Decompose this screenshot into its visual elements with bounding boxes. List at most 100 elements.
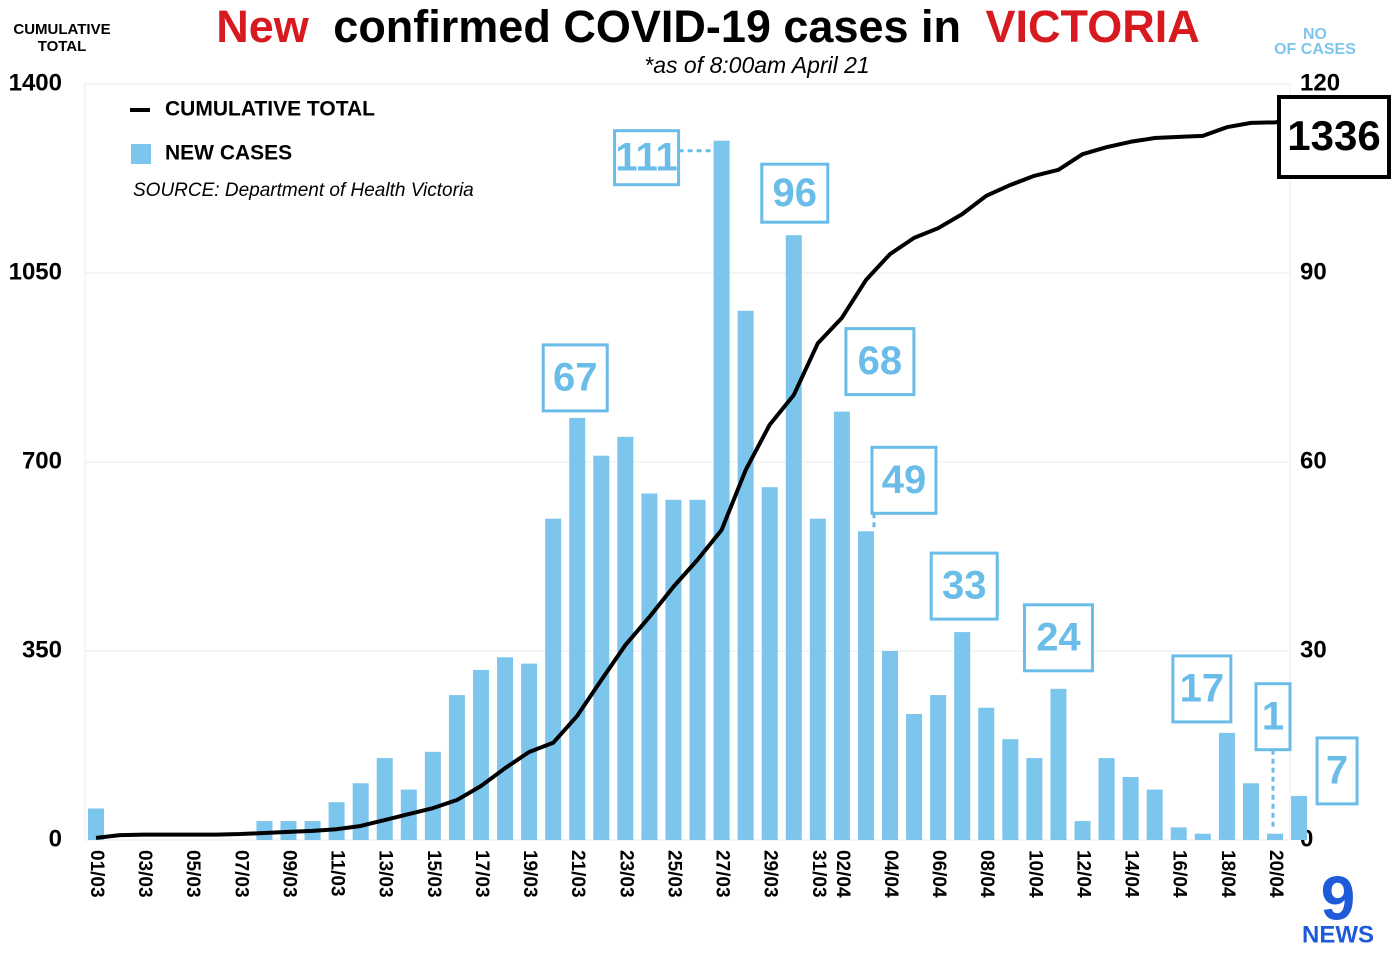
y2-tick-label: 30 xyxy=(1300,636,1327,663)
y-axis-title: TOTAL xyxy=(38,38,87,55)
bar xyxy=(713,140,730,840)
data-label-box xyxy=(929,551,999,621)
x-tick-label: 11/03 xyxy=(327,850,348,897)
bar xyxy=(256,821,273,840)
x-tick-label: 06/04 xyxy=(928,850,949,898)
bar xyxy=(1026,758,1043,840)
bar xyxy=(906,714,923,840)
bar xyxy=(930,695,947,840)
title-part: New xyxy=(216,1,310,52)
y2-axis-title: OF CASES xyxy=(1274,41,1356,58)
x-tick-label: 05/03 xyxy=(182,850,203,898)
bar xyxy=(1074,821,1091,840)
x-tick-label: 20/04 xyxy=(1265,850,1286,898)
data-label-box xyxy=(1315,736,1359,806)
subtitle: *as of 8:00am April 21 xyxy=(644,52,869,78)
x-tick-label: 10/04 xyxy=(1024,850,1045,898)
y-tick-label: 1050 xyxy=(9,258,62,285)
title-part: confirmed COVID-19 cases in xyxy=(333,1,961,52)
bar xyxy=(617,436,634,840)
data-label: 96 xyxy=(773,171,818,215)
bar xyxy=(689,499,706,840)
x-tick-label: 07/03 xyxy=(230,850,251,898)
bar xyxy=(857,531,874,840)
bar xyxy=(1122,777,1139,840)
y2-tick-label: 60 xyxy=(1300,447,1327,474)
data-label-box xyxy=(870,445,938,515)
bar xyxy=(497,657,514,840)
bar xyxy=(785,235,802,840)
data-label-box xyxy=(1022,603,1094,673)
source: SOURCE: Department of Health Victoria xyxy=(133,180,474,201)
x-tick-label: 19/03 xyxy=(519,850,540,898)
bar xyxy=(1146,789,1163,840)
bar xyxy=(1002,739,1019,840)
bar xyxy=(1170,827,1187,840)
logo-text: NEWS xyxy=(1302,921,1374,948)
x-tick-label: 04/04 xyxy=(880,850,901,898)
x-tick-label: 02/04 xyxy=(832,850,853,898)
bar xyxy=(761,487,778,840)
x-tick-label: 29/03 xyxy=(760,850,781,898)
bar xyxy=(569,417,586,840)
bar xyxy=(1291,795,1308,840)
data-label-box xyxy=(613,129,681,187)
data-label-box xyxy=(541,343,609,413)
x-tick-label: 16/04 xyxy=(1169,850,1190,898)
bar xyxy=(1242,783,1259,840)
x-tick-label: 12/04 xyxy=(1072,850,1093,898)
x-tick-label: 13/03 xyxy=(375,850,396,898)
x-tick-label: 09/03 xyxy=(278,850,299,898)
x-tick-label: 17/03 xyxy=(471,850,492,898)
x-tick-label: 31/03 xyxy=(808,850,829,898)
bar xyxy=(809,518,826,840)
data-label: 111 xyxy=(615,135,677,179)
x-tick-label: 14/04 xyxy=(1121,850,1142,898)
x-tick-label: 15/03 xyxy=(423,850,444,898)
bar xyxy=(737,310,754,840)
end-label-box xyxy=(1277,95,1391,179)
chart-title: New confirmed COVID-19 cases in VICTORIA xyxy=(216,1,1199,52)
x-tick-label: 23/03 xyxy=(615,850,636,898)
bar xyxy=(472,669,489,840)
bar xyxy=(641,493,658,840)
x-tick-label: 21/03 xyxy=(567,850,588,898)
x-tick-label: 25/03 xyxy=(663,850,684,898)
line xyxy=(95,116,1300,840)
data-label-box xyxy=(1171,654,1233,724)
bar xyxy=(1098,758,1115,840)
bar xyxy=(882,651,899,840)
data-label: 7 xyxy=(1326,748,1348,792)
legend-label: NEW CASES xyxy=(165,142,292,165)
x-tick-label: 01/03 xyxy=(86,850,107,898)
data-label: 1 xyxy=(1262,694,1284,738)
bar xyxy=(978,707,995,840)
bar xyxy=(1267,833,1283,840)
legend-swatch xyxy=(131,144,151,164)
x-tick-label: 08/04 xyxy=(976,850,997,898)
bar xyxy=(448,695,465,840)
data-label-box xyxy=(760,162,830,224)
bar xyxy=(376,758,393,840)
y-axis-title: CUMULATIVE xyxy=(13,21,110,38)
bar xyxy=(593,455,610,840)
y2-tick-label: 120 xyxy=(1300,69,1340,96)
bar xyxy=(665,499,682,840)
data-label: 24 xyxy=(1036,615,1081,659)
logo-mark: 9 xyxy=(1321,864,1355,933)
bar xyxy=(833,411,850,840)
bar xyxy=(424,751,441,840)
data-label: 33 xyxy=(942,564,987,608)
title-part: VICTORIA xyxy=(986,1,1200,52)
bar xyxy=(545,518,562,840)
y-tick-label: 1400 xyxy=(9,69,62,96)
y-tick-label: 0 xyxy=(49,825,62,852)
y-tick-label: 700 xyxy=(22,447,62,474)
y-tick-label: 350 xyxy=(22,636,62,663)
x-tick-label: 27/03 xyxy=(712,850,733,898)
data-label-box xyxy=(844,327,916,397)
x-tick-label: 18/04 xyxy=(1217,850,1238,898)
bar xyxy=(1194,833,1211,840)
y2-axis-title: NO xyxy=(1303,26,1327,43)
data-label: 17 xyxy=(1180,666,1225,710)
